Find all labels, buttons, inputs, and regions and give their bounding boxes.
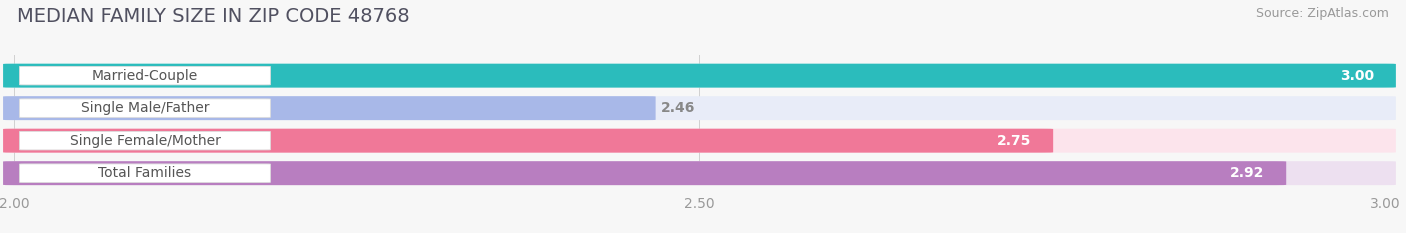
FancyBboxPatch shape: [3, 161, 1396, 185]
FancyBboxPatch shape: [20, 99, 270, 117]
Text: 2.92: 2.92: [1230, 166, 1264, 180]
Text: Married-Couple: Married-Couple: [91, 69, 198, 83]
Text: Source: ZipAtlas.com: Source: ZipAtlas.com: [1256, 7, 1389, 20]
FancyBboxPatch shape: [20, 164, 270, 182]
Text: Single Female/Mother: Single Female/Mother: [69, 134, 221, 148]
FancyBboxPatch shape: [3, 64, 1396, 88]
FancyBboxPatch shape: [3, 161, 1286, 185]
FancyBboxPatch shape: [20, 131, 270, 150]
Text: 2.75: 2.75: [997, 134, 1031, 148]
Text: Single Male/Father: Single Male/Father: [80, 101, 209, 115]
FancyBboxPatch shape: [3, 129, 1396, 153]
FancyBboxPatch shape: [20, 66, 270, 85]
FancyBboxPatch shape: [3, 96, 1396, 120]
FancyBboxPatch shape: [3, 64, 1396, 88]
FancyBboxPatch shape: [3, 129, 1053, 153]
Text: MEDIAN FAMILY SIZE IN ZIP CODE 48768: MEDIAN FAMILY SIZE IN ZIP CODE 48768: [17, 7, 409, 26]
Text: Total Families: Total Families: [98, 166, 191, 180]
Text: 3.00: 3.00: [1340, 69, 1374, 83]
FancyBboxPatch shape: [3, 96, 655, 120]
Text: 2.46: 2.46: [661, 101, 696, 115]
